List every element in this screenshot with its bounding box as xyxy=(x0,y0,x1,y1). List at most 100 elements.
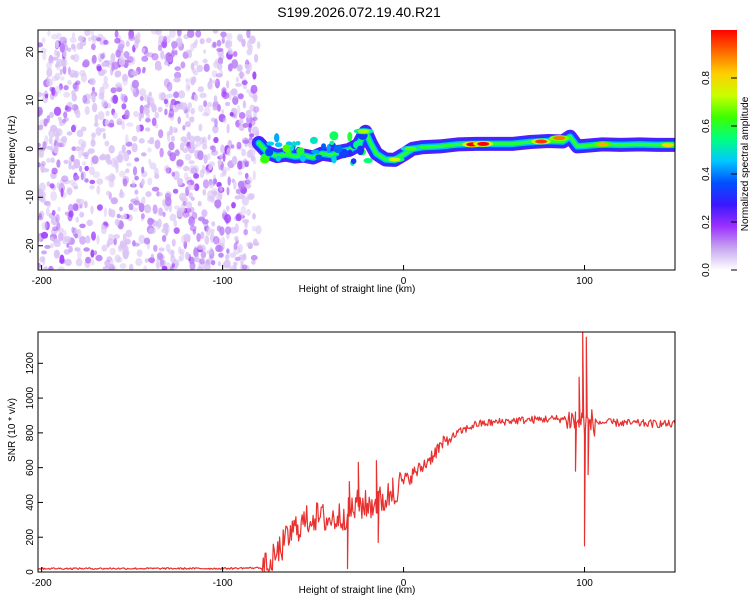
noise-blob xyxy=(211,188,219,196)
noise-blob xyxy=(72,82,78,90)
noise-blob xyxy=(71,93,78,102)
noise-blob xyxy=(196,64,203,73)
noise-blob xyxy=(242,139,250,144)
noise-blob xyxy=(89,77,96,86)
spectrogram-x-label: Height of straight line (km) xyxy=(299,284,416,295)
y-tick-label: 20 xyxy=(25,46,36,58)
noise-blob xyxy=(170,40,179,49)
noise-blob xyxy=(147,147,152,153)
noise-blob xyxy=(74,229,80,235)
noise-blob xyxy=(38,234,42,242)
noise-blob xyxy=(84,106,90,115)
noise-blob xyxy=(231,155,238,165)
x-tick-label: -200 xyxy=(32,276,52,287)
noise-blob xyxy=(138,234,146,244)
noise-blob xyxy=(103,39,109,45)
snr-x-axis: -200 -100 0 100 xyxy=(32,567,593,589)
noise-blob xyxy=(194,94,198,102)
noise-blob xyxy=(61,118,67,124)
noise-blob xyxy=(190,107,196,115)
noise-blob xyxy=(134,175,139,181)
noise-blob xyxy=(241,148,247,157)
noise-blob xyxy=(221,36,225,44)
noise-blob xyxy=(141,152,147,157)
noise-blob xyxy=(253,106,260,113)
ridge-blob xyxy=(333,144,343,154)
noise-blob xyxy=(105,110,110,117)
noise-blob xyxy=(125,168,130,174)
noise-blob xyxy=(108,233,114,241)
noise-blob xyxy=(69,37,77,43)
noise-blob xyxy=(149,97,155,107)
noise-blob xyxy=(122,178,128,187)
noise-blob xyxy=(255,225,262,235)
noise-blob xyxy=(169,125,174,136)
peak-core xyxy=(535,139,548,144)
noise-blob xyxy=(216,39,222,47)
noise-blob xyxy=(96,178,104,185)
noise-blob xyxy=(253,93,258,103)
noise-blob xyxy=(176,30,182,37)
noise-blob xyxy=(171,171,175,177)
noise-blob xyxy=(222,152,226,162)
noise-blob xyxy=(71,124,76,133)
noise-blob xyxy=(203,100,208,108)
peak-core xyxy=(596,142,609,147)
noise-blob xyxy=(100,53,105,60)
noise-blob xyxy=(66,243,70,248)
noise-blob xyxy=(218,113,226,123)
noise-blob xyxy=(158,35,164,43)
noise-blob xyxy=(50,229,58,235)
noise-blob xyxy=(217,104,221,112)
noise-blob xyxy=(204,235,210,245)
noise-blob xyxy=(176,207,184,218)
noise-blob xyxy=(124,134,129,144)
noise-blob xyxy=(242,160,250,165)
noise-blob xyxy=(184,146,191,151)
noise-blob xyxy=(158,247,165,252)
noise-blob xyxy=(121,103,127,110)
noise-blob xyxy=(231,59,239,69)
noise-blob xyxy=(70,154,75,162)
noise-blob xyxy=(210,260,216,266)
noise-blob xyxy=(73,175,80,181)
noise-blob xyxy=(207,81,214,90)
noise-blob xyxy=(96,234,100,245)
noise-blob xyxy=(58,266,65,270)
noise-blob xyxy=(71,32,76,39)
noise-blob xyxy=(114,70,122,78)
noise-blob xyxy=(183,165,190,172)
noise-blob xyxy=(141,196,146,205)
noise-blob xyxy=(47,56,54,65)
noise-blob xyxy=(236,141,242,150)
noise-blob xyxy=(205,37,212,43)
ridge-blob xyxy=(350,158,357,165)
noise-blob xyxy=(59,36,68,45)
noise-blob xyxy=(148,158,152,165)
noise-blob xyxy=(241,80,248,86)
peak-core xyxy=(553,136,566,141)
snr-x-label: Height of straight line (km) xyxy=(299,585,416,596)
noise-blob xyxy=(93,122,99,127)
noise-blob xyxy=(152,105,157,113)
noise-blob xyxy=(104,176,110,181)
noise-blob xyxy=(59,43,65,53)
noise-blob xyxy=(88,166,95,175)
noise-blob xyxy=(153,244,158,252)
noise-blob xyxy=(138,112,142,122)
noise-blob xyxy=(49,236,54,241)
noise-blob xyxy=(185,201,193,209)
noise-blob xyxy=(171,238,176,247)
noise-blob xyxy=(187,30,195,38)
noise-blob xyxy=(117,43,125,50)
noise-blob xyxy=(159,147,164,158)
noise-blob xyxy=(189,206,195,214)
noise-blob xyxy=(51,33,58,40)
noise-blob xyxy=(169,30,176,38)
noise-blob xyxy=(234,195,241,200)
noise-blob xyxy=(49,183,55,189)
noise-blob xyxy=(102,132,106,140)
noise-blob xyxy=(202,179,210,189)
noise-blob xyxy=(213,235,220,245)
noise-blob xyxy=(84,178,89,183)
